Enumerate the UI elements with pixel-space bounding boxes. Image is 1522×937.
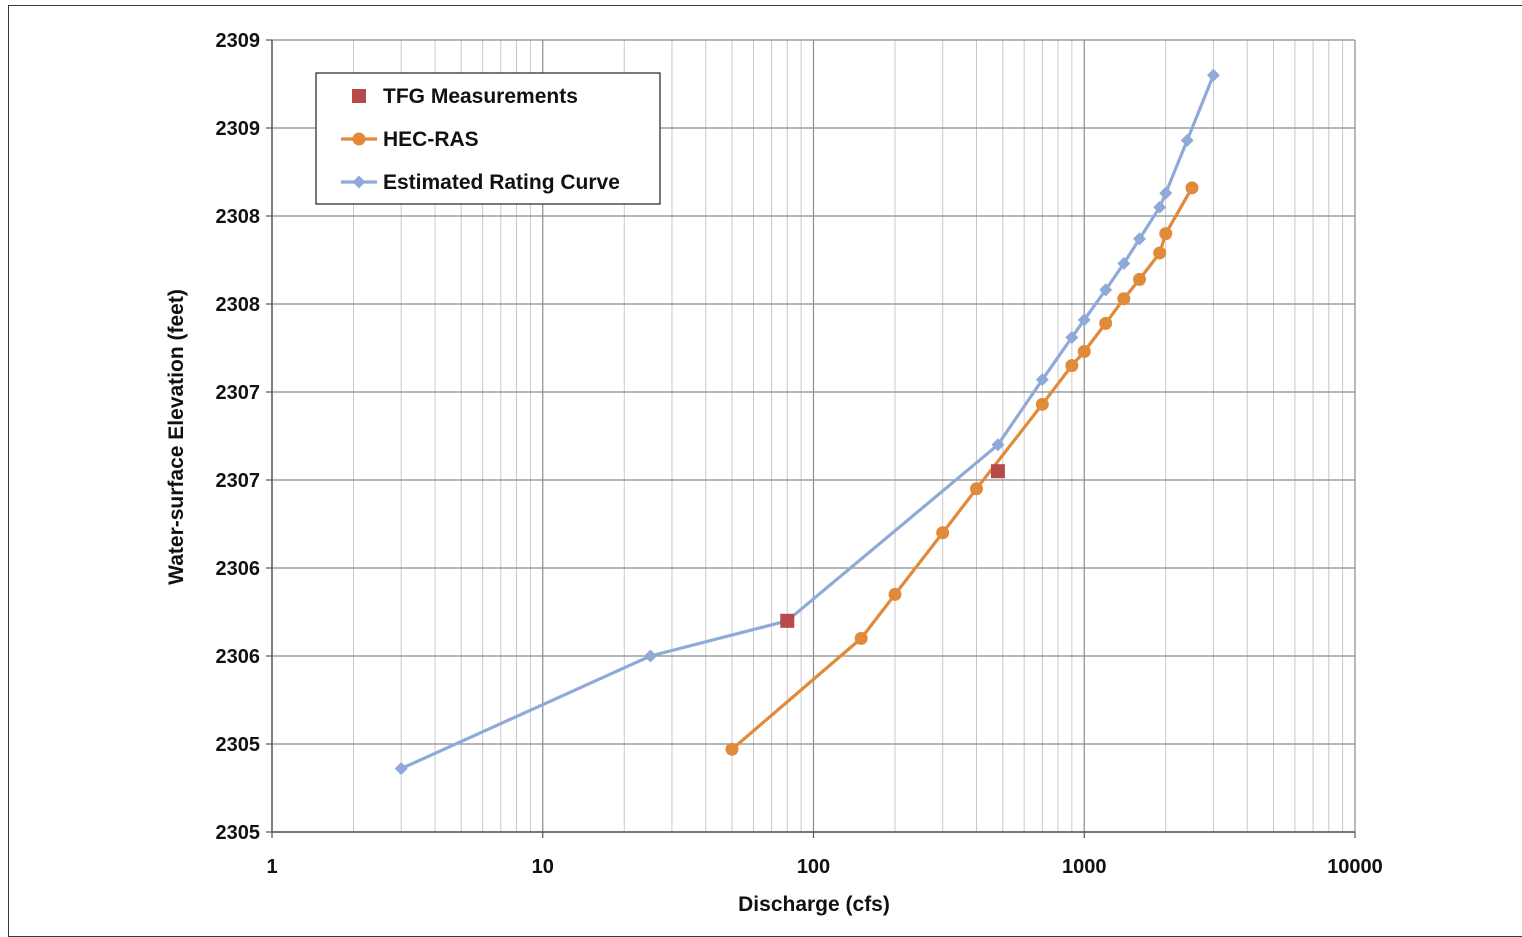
estimated-rating-curve-point	[1206, 68, 1220, 82]
y-tick-label: 2307	[216, 470, 261, 492]
y-tick-label: 2309	[216, 30, 261, 52]
tfg-measurements-point	[780, 613, 795, 628]
estimated-rating-curve-point	[394, 762, 408, 776]
legend-hec-ras-label: HEC-RAS	[383, 128, 479, 151]
hec-ras-point	[888, 587, 902, 601]
hec-ras-point	[1065, 359, 1079, 373]
estimated-rating-curve-point	[991, 438, 1005, 452]
hec-ras-point	[1153, 246, 1167, 260]
y-tick-label: 2305	[216, 822, 261, 844]
hec-ras-point	[1077, 345, 1091, 359]
hec-ras-point	[1133, 272, 1147, 286]
y-tick-label: 2307	[216, 382, 261, 404]
hec-ras-point	[1099, 316, 1113, 330]
estimated-rating-curve-point	[1065, 330, 1079, 344]
legend-estimated-rating-curve-marker	[352, 175, 366, 189]
hec-ras-point	[725, 742, 739, 756]
legend: TFG Measurements HEC-RAS Estimated Rating …	[315, 72, 661, 205]
legend-tfg-measurements-marker	[352, 89, 366, 103]
estimated-rating-curve-point	[1099, 283, 1113, 297]
estimated-rating-curve-point	[1133, 232, 1147, 246]
estimated-rating-curve-point	[1153, 200, 1167, 214]
x-axis-title: Discharge (cfs)	[738, 893, 890, 916]
y-tick-label: 2306	[216, 646, 261, 668]
hec-ras-point	[1035, 397, 1049, 411]
legend-hec-ras-marker	[352, 132, 366, 146]
hec-ras-point	[1117, 292, 1131, 306]
estimated-rating-curve-point	[1077, 313, 1091, 327]
hec-ras-point	[936, 526, 950, 540]
estimated-rating-curve-point	[1159, 186, 1173, 200]
legend-tfg-measurements-label: TFG Measurements	[383, 85, 578, 108]
hec-ras-point	[970, 482, 984, 496]
y-axis-title: Water-surface Elevation (feet)	[165, 289, 188, 585]
estimated-rating-curve-point	[1117, 257, 1131, 271]
hec-ras-point	[1159, 227, 1173, 241]
estimated-rating-curve-point	[1035, 373, 1049, 387]
x-tick-label: 1	[266, 856, 277, 878]
legend-estimated-rating-curve-label: Estimated Rating Curve	[383, 171, 620, 194]
x-tick-label: 10000	[1327, 856, 1383, 878]
y-tick-label: 2308	[216, 206, 261, 228]
hec-ras-point	[1185, 181, 1199, 195]
y-tick-label: 2305	[216, 734, 261, 756]
estimated-rating-curve-point	[1180, 133, 1194, 147]
estimated-rating-curve-point	[643, 649, 657, 663]
y-tick-label: 2306	[216, 558, 261, 580]
x-tick-label: 10	[532, 856, 554, 878]
tfg-measurements-point	[990, 464, 1005, 479]
hec-ras-point	[854, 631, 868, 645]
x-tick-label: 100	[797, 856, 830, 878]
y-tick-label: 2308	[216, 294, 261, 316]
y-tick-label: 2309	[216, 118, 261, 140]
x-tick-label: 1000	[1062, 856, 1107, 878]
